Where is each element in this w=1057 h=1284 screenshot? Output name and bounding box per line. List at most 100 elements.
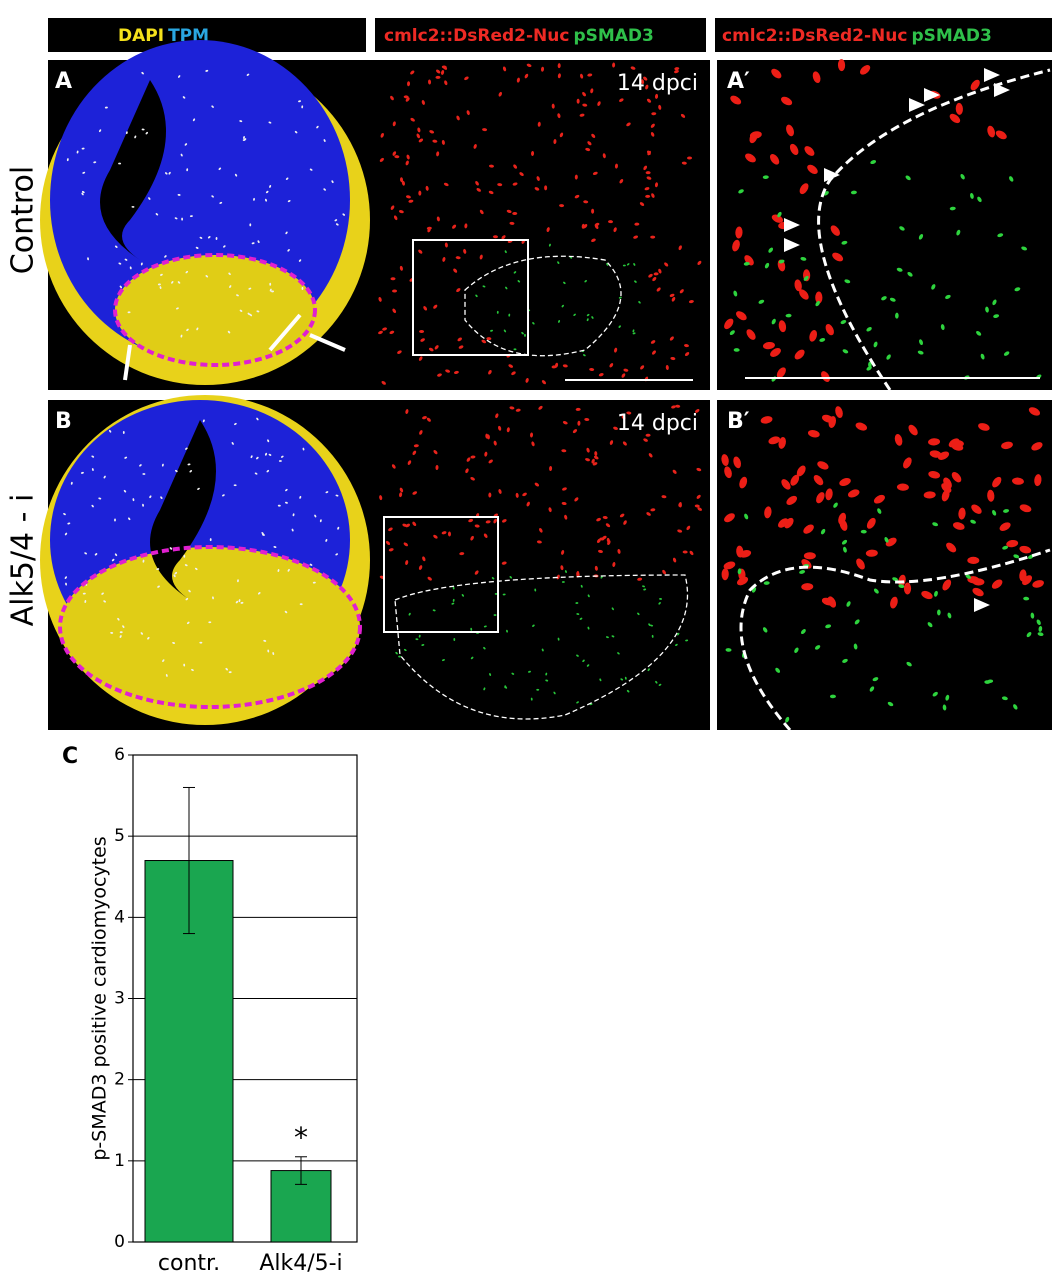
nucleus (228, 272, 231, 276)
nucleus (379, 157, 384, 162)
nucleus (794, 349, 805, 360)
header-part: pSMAD3 (911, 26, 991, 46)
nucleus (539, 528, 543, 533)
nucleus (855, 422, 868, 431)
nucleus (164, 172, 168, 175)
nucleus (81, 190, 85, 194)
nucleus (123, 489, 127, 493)
nucleus (695, 409, 700, 413)
nucleus (697, 507, 702, 511)
nucleus (285, 501, 288, 504)
nucleus (122, 625, 125, 629)
nucleus (76, 150, 79, 154)
nucleus (885, 537, 897, 547)
nucleus (464, 76, 469, 81)
nucleus (545, 679, 549, 682)
nucleus (410, 70, 415, 75)
nucleus (671, 405, 676, 409)
nucleus (658, 268, 662, 274)
nucleus (147, 636, 150, 640)
nucleus (591, 316, 594, 319)
nucleus (165, 673, 168, 677)
y-axis-label: p-SMAD3 positive cardiomyocytes (89, 836, 111, 1160)
nucleus (838, 512, 847, 525)
nucleus (586, 318, 589, 322)
nucleus (976, 330, 982, 336)
nucleus (618, 296, 622, 299)
nucleus (816, 492, 825, 504)
nucleus (679, 289, 684, 294)
nucleus (202, 419, 205, 423)
nucleus (903, 457, 912, 469)
nucleus (573, 313, 576, 316)
nucleus (721, 568, 729, 581)
nucleus (955, 102, 963, 115)
nucleus (557, 113, 561, 119)
nucleus (977, 196, 982, 203)
nucleus (778, 259, 785, 264)
nucleus (81, 147, 85, 150)
nucleus (457, 337, 462, 342)
nucleus (388, 527, 393, 532)
nucleus (406, 154, 410, 160)
nucleus (1038, 625, 1043, 632)
nucleus (1013, 554, 1020, 559)
nucleus (64, 532, 68, 536)
nucleus (978, 423, 990, 431)
nucleus (941, 489, 950, 502)
nucleus (142, 503, 144, 507)
panel-label: A′ (727, 69, 750, 94)
nucleus (682, 550, 688, 554)
nucleus (418, 634, 421, 638)
nucleus (67, 522, 71, 525)
nucleus (422, 416, 427, 420)
nucleus (839, 478, 851, 486)
nucleus (416, 133, 420, 139)
nucleus (898, 584, 905, 589)
nucleus (294, 130, 298, 134)
inset-box (412, 239, 529, 356)
nucleus (801, 583, 814, 591)
nucleus (931, 284, 936, 290)
time-label: 14 dpci (617, 71, 698, 96)
lumen (150, 420, 216, 600)
nucleus (972, 587, 984, 597)
nucleus (222, 494, 225, 497)
nucleus (432, 609, 436, 612)
nucleus (790, 474, 800, 486)
nucleus (548, 507, 552, 513)
nucleus (208, 621, 212, 624)
nucleus (545, 672, 548, 676)
nucleus (468, 518, 474, 523)
nucleus (572, 429, 578, 434)
nucleus (482, 128, 488, 132)
nucleus (844, 279, 851, 284)
bar-chart: 0 1 2 3 4 5 6 contr. Alk4/5-i * p-SMAD3 positive c… (62, 744, 358, 1276)
nucleus (764, 262, 770, 269)
nucleus (445, 369, 451, 373)
nucleus (149, 495, 152, 499)
nucleus (405, 560, 409, 566)
nucleus (564, 570, 567, 574)
nucleus (556, 574, 560, 580)
nucleus (291, 528, 294, 532)
nucleus (503, 329, 507, 333)
nucleus (561, 304, 564, 308)
nucleus (248, 287, 252, 290)
nucleus (378, 296, 382, 302)
nucleus (592, 462, 598, 466)
nucleus (405, 409, 409, 415)
nucleus (119, 285, 122, 289)
nucleus (921, 590, 933, 600)
nucleus (733, 456, 742, 469)
nucleus (576, 613, 580, 615)
nucleus (287, 249, 290, 252)
nucleus (418, 249, 423, 254)
nucleus (141, 71, 144, 75)
y-tick-label: 4 (114, 907, 125, 927)
nucleus (392, 289, 398, 293)
nucleus (505, 286, 508, 290)
inset-box (383, 516, 499, 633)
nucleus (576, 98, 580, 104)
nucleus (724, 318, 734, 330)
